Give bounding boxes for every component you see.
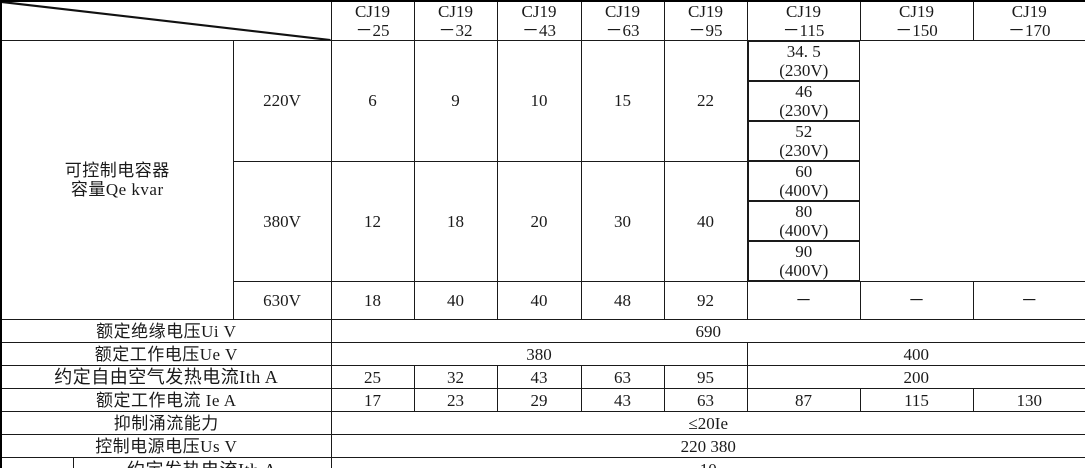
thermal-current-merged: 200 — [746, 365, 1085, 390]
capacitor-row-630v: 630V 18 40 40 48 92 － － － — [1, 281, 1085, 321]
thermal-current-cj19-95: 95 — [663, 365, 748, 390]
model-header-cj19-63: CJ19 －63 — [580, 0, 665, 42]
thermal-current-cj19-25: 25 — [330, 365, 415, 390]
value-working-voltage-right: 400 — [746, 342, 1085, 367]
diagonal-divider-line — [2, 2, 330, 40]
capacitor-630v-cj19-115: － — [746, 281, 861, 321]
capacitor-630v-cj19-95: 92 — [663, 281, 748, 321]
capacitor-630v-cj19-25: 18 — [330, 281, 415, 321]
label-aux-thermal-current: 约定发热电流Ith A — [72, 457, 332, 468]
capacitor-voltage-220v: 220V — [232, 40, 332, 162]
capacitor-220v-cj19-63: 15 — [580, 40, 665, 162]
capacitor-group-label: 可控制电容器 容量Qe kvar — [0, 40, 234, 321]
capacitor-220v-cj19-170: 52 (230V) — [747, 121, 860, 162]
capacitor-220v-cj19-43: 10 — [496, 40, 582, 162]
capacitor-630v-cj19-150: － — [859, 281, 974, 321]
capacitor-380v-cj19-63: 30 — [580, 160, 665, 283]
label-insulation-voltage: 额定绝缘电压Ui V — [0, 319, 332, 344]
value-working-voltage-left: 380 — [330, 342, 748, 367]
thermal-current-cj19-63: 63 — [580, 365, 665, 390]
capacitor-380v-cj19-150: 80 (400V) — [747, 201, 860, 242]
row-inrush-suppression: 抑制涌流能力 ≤20Ie — [0, 411, 1085, 436]
rated-current-cj19-115: 87 — [746, 388, 861, 413]
capacitor-voltage-630v: 630V — [232, 281, 332, 321]
row-thermal-current: 约定自由空气发热电流Ith A 25 32 43 63 95 200 — [0, 365, 1085, 390]
capacitor-380v-cj19-32: 18 — [413, 160, 498, 283]
value-aux-thermal-current: 10 — [330, 457, 1085, 468]
capacitor-voltage-380v: 380V — [232, 160, 332, 283]
capacitor-380v-cj19-115: 60 (400V) — [747, 161, 860, 202]
row-control-supply-voltage: 控制电源电压Us V 220 380 — [0, 434, 1085, 459]
capacitor-220v-cj19-25: 6 — [330, 40, 415, 162]
label-inrush-suppression: 抑制涌流能力 — [0, 411, 332, 436]
rated-current-cj19-95: 63 — [663, 388, 748, 413]
header-spec-label: 规格 — [278, 4, 319, 25]
capacitor-380v-cj19-43: 20 — [496, 160, 582, 283]
value-inrush-suppression: ≤20Ie — [330, 411, 1085, 436]
label-rated-current: 额定工作电流 Ie A — [0, 388, 332, 413]
value-insulation-voltage: 690 — [330, 319, 1085, 344]
model-header-cj19-32: CJ19 －32 — [413, 0, 498, 42]
capacitor-380v-cj19-170: 90 (400V) — [747, 241, 860, 282]
rated-current-cj19-25: 17 — [330, 388, 415, 413]
capacitor-380v-cj19-25: 12 — [330, 160, 415, 283]
table-header-row: 规格 项目 CJ19 －25 CJ19 －32 CJ19 －43 CJ19 －6… — [0, 0, 1085, 42]
value-control-supply-voltage: 220 380 — [330, 434, 1085, 459]
capacitor-630v-cj19-43: 40 — [496, 281, 582, 321]
model-header-cj19-170: CJ19 －170 — [972, 0, 1085, 42]
rated-current-cj19-150: 115 — [859, 388, 974, 413]
capacitor-630v-cj19-63: 48 — [580, 281, 665, 321]
rated-current-cj19-170: 130 — [972, 388, 1085, 413]
row-working-voltage: 额定工作电压Ue V 380 400 — [0, 342, 1085, 367]
rated-current-cj19-32: 23 — [413, 388, 498, 413]
thermal-current-cj19-43: 43 — [496, 365, 582, 390]
capacitor-row-220v: 可控制电容器 容量Qe kvar 220V 6 9 10 15 22 34. 5… — [0, 40, 1085, 321]
model-header-cj19-25: CJ19 －25 — [330, 0, 415, 42]
capacitor-220v-cj19-150: 46 (230V) — [747, 81, 860, 122]
thermal-current-cj19-32: 32 — [413, 365, 498, 390]
row-insulation-voltage: 额定绝缘电压Ui V 690 — [0, 319, 1085, 344]
capacitor-220v-cj19-32: 9 — [413, 40, 498, 162]
rated-current-cj19-63: 43 — [580, 388, 665, 413]
capacitor-380v-cj19-95: 40 — [663, 160, 748, 283]
capacitor-630v-cj19-32: 40 — [413, 281, 498, 321]
model-header-cj19-150: CJ19 －150 — [859, 0, 974, 42]
row-rated-current: 额定工作电流 Ie A 17 23 29 43 63 87 115 130 — [0, 388, 1085, 413]
header-item-label: 项目 — [28, 17, 71, 39]
model-header-cj19-115: CJ19 －115 — [746, 0, 861, 42]
capacitor-220v-cj19-95: 22 — [663, 40, 748, 162]
corner-header-cell: 规格 项目 — [0, 0, 332, 42]
label-working-voltage: 额定工作电压Ue V — [0, 342, 332, 367]
label-control-supply-voltage: 控制电源电压Us V — [0, 434, 332, 459]
row-aux-thermal-current: 辅助 触头 约定发热电流Ith A 10 — [0, 457, 1085, 468]
model-header-cj19-43: CJ19 －43 — [496, 0, 582, 42]
model-header-cj19-95: CJ19 －95 — [663, 0, 748, 42]
rated-current-cj19-43: 29 — [496, 388, 582, 413]
aux-contacts-group-label: 辅助 触头 — [0, 457, 74, 468]
capacitor-630v-cj19-170: － — [972, 281, 1085, 321]
label-thermal-current: 约定自由空气发热电流Ith A — [0, 365, 332, 390]
capacitor-220v-cj19-115: 34. 5 (230V) — [747, 41, 860, 82]
